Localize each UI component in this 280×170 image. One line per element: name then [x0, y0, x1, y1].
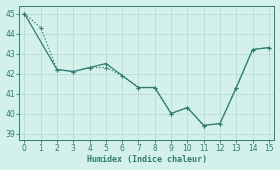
X-axis label: Humidex (Indice chaleur): Humidex (Indice chaleur): [87, 155, 207, 164]
